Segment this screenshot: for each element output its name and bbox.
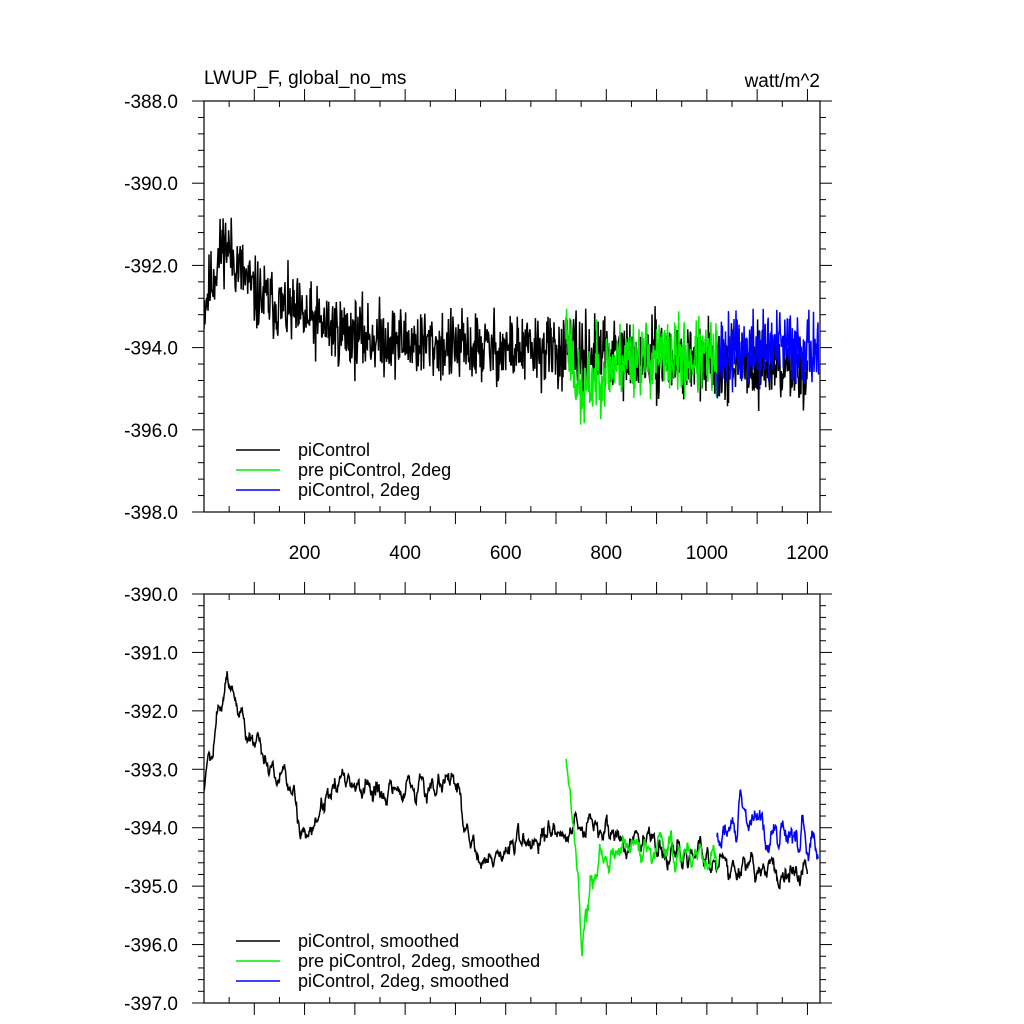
x-tick-label: 400 [389, 543, 421, 564]
y-tick-label: -395.0 [124, 877, 178, 898]
y-tick-label: -396.0 [124, 421, 178, 442]
series-line-3 [716, 789, 820, 862]
y-tick-label: -392.0 [124, 702, 178, 723]
series-line-3 [716, 308, 820, 399]
chart-panel-2: -390.0 -391.0 -392.0 -393.0 -394.0 -395.0 -396… [124, 582, 832, 1015]
plot-frame [203, 593, 821, 1004]
legend-label-1: piControl, smoothed [298, 931, 459, 951]
y-tick-label: -393.0 [124, 760, 178, 781]
chart-units-label: watt/m^2 [744, 71, 820, 92]
legend-label-2: pre piControl, 2deg, smoothed [298, 951, 540, 971]
chart-panel-1: -388.0 -390.0 -392.0 -394.0 -396.0 -398.0 200 4… [124, 89, 832, 564]
x-tick-label: 200 [289, 543, 321, 564]
x-tick-label: 1000 [686, 543, 728, 564]
series-line-2 [565, 308, 718, 425]
plot-frame [203, 100, 821, 513]
x-tick-label: 1200 [786, 543, 828, 564]
y-tick-label: -394.0 [124, 339, 178, 360]
y-tick-label: -388.0 [124, 92, 178, 113]
y-tick-label: -396.0 [124, 936, 178, 957]
y-tick-label: -394.0 [124, 819, 178, 840]
x-tick-label: 800 [590, 543, 622, 564]
legend-label-3: piControl, 2deg [298, 480, 420, 500]
y-tick-label: -397.0 [124, 994, 178, 1015]
y-tick-label: -392.0 [124, 256, 178, 277]
series-line-1 [204, 671, 809, 890]
chart-title-left: LWUP_F, global_no_ms [204, 68, 406, 89]
legend-label-1: piControl [298, 440, 370, 460]
x-tick-label: 600 [490, 543, 522, 564]
legend-label-3: piControl, 2deg, smoothed [298, 971, 509, 991]
y-tick-label: -398.0 [124, 503, 178, 524]
y-tick-label: -391.0 [124, 643, 178, 664]
series-line-2 [565, 758, 718, 957]
y-tick-label: -390.0 [124, 174, 178, 195]
y-tick-label: -390.0 [124, 585, 178, 606]
legend-label-2: pre piControl, 2deg [298, 460, 451, 480]
